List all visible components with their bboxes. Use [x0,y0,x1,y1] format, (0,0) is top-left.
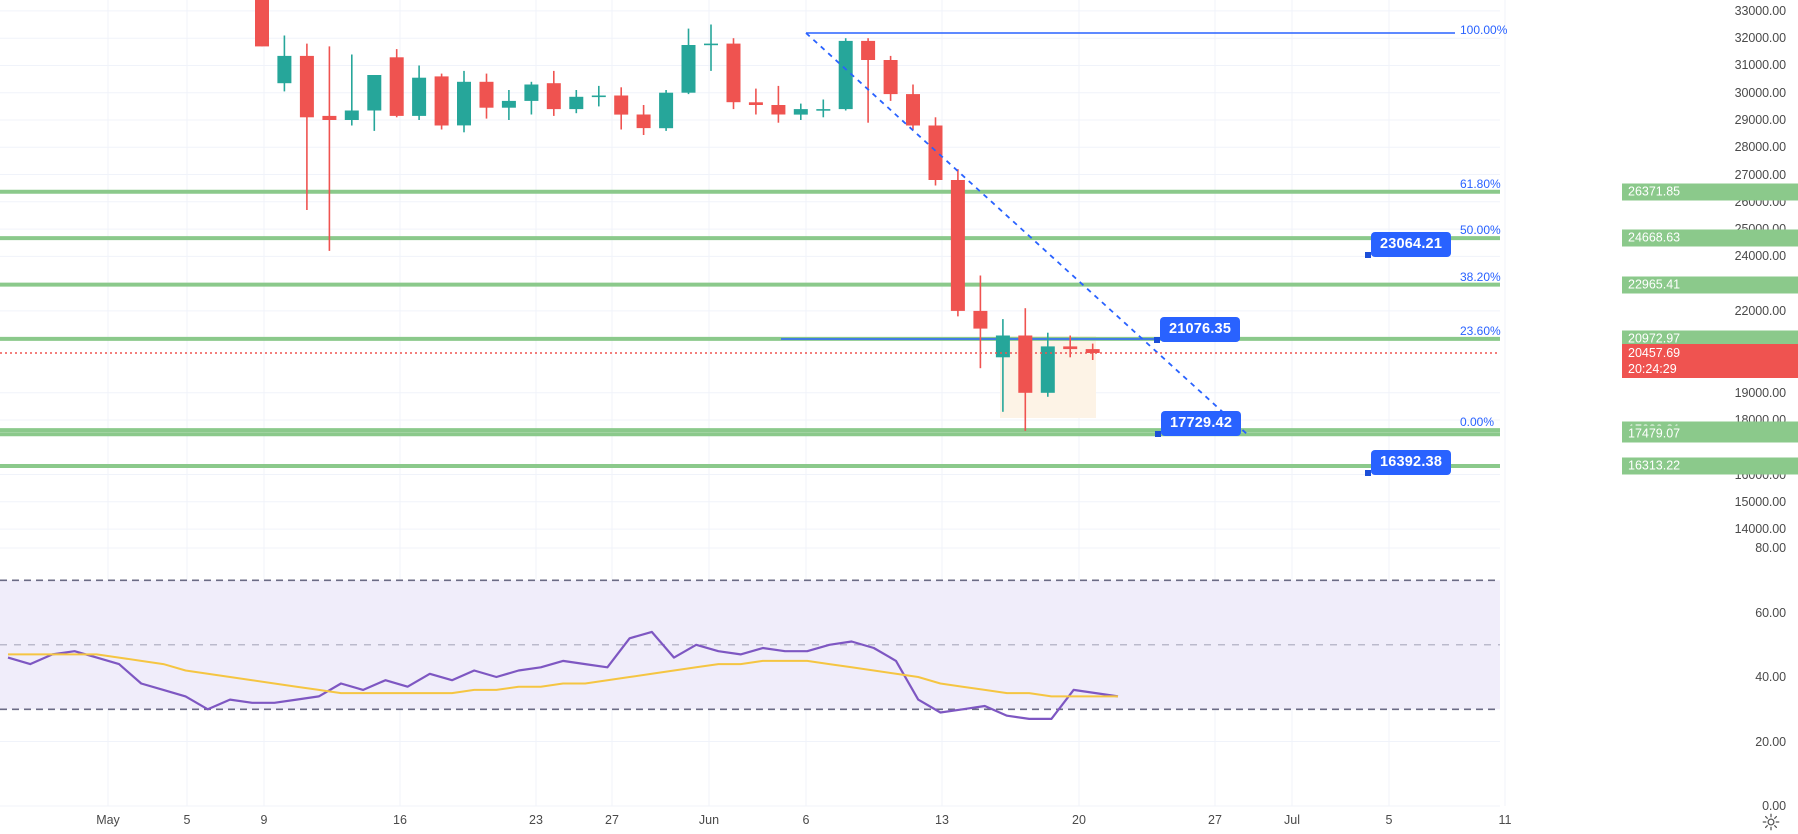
time-axis-tick: 27 [1208,813,1222,827]
time-axis-tick: 16 [393,813,407,827]
rsi-axis-tick: 60.00 [1755,605,1786,620]
price-axis-tick: 24000.00 [1734,249,1786,264]
fib-price-tag[interactable]: 20972.97 [1622,330,1798,348]
time-axis-tick: Jun [698,813,720,827]
price-tag-value: 24668.63 [1628,230,1681,245]
price-tag-value: 16313.22 [1628,458,1681,473]
fib-level-label: 0.00% [1460,415,1495,430]
fib-level-label: 100.00% [1460,23,1508,38]
time-axis-tick: Jul [1284,813,1300,827]
time-axis-tick: 11 [1498,813,1512,827]
rsi-axis-tick: 20.00 [1755,734,1786,749]
rsi-band-layer [0,579,1500,711]
fib-price-tag[interactable]: 24668.63 [1622,229,1798,247]
gear-icon[interactable] [1762,813,1780,831]
fib-price-tag[interactable]: 26371.85 [1622,183,1798,201]
support-levels [0,432,1500,468]
price-callout[interactable]: 21076.35 [1160,317,1241,342]
price-axis-tick: 28000.00 [1734,140,1786,155]
fibonacci-levels [0,32,1500,433]
price-tag-value: 20457.69 [1628,345,1681,360]
price-axis-tick: 14000.00 [1734,522,1786,537]
fib-price-tag[interactable]: 16313.22 [1622,457,1798,475]
price-axis-tick: 15000.00 [1734,494,1786,509]
time-axis-tick: 5 [1385,813,1393,827]
time-axis-tick: 13 [935,813,949,827]
time-axis-tick: 6 [802,813,810,827]
rsi-axis-tick: 0.00 [1762,799,1786,813]
price-axis-tick: 22000.00 [1734,303,1786,318]
price-axis-tick: 31000.00 [1734,58,1786,73]
price-tag-value: 26371.85 [1628,184,1681,199]
fib-level-label: 23.60% [1460,323,1501,338]
price-axis-tick: 30000.00 [1734,85,1786,100]
time-axis-tick: 20 [1072,813,1086,827]
fib-level-label: 61.80% [1460,176,1501,191]
price-axis-tick: 19000.00 [1734,385,1786,400]
price-tag-value: 17479.07 [1628,426,1681,441]
countdown-timer: 20:24:29 [1628,361,1677,376]
price-callout[interactable]: 17729.42 [1161,411,1242,436]
price-tag-value: 20972.97 [1628,331,1681,346]
rsi-axis-tick: 80.00 [1755,541,1786,555]
price-axis-tick: 33000.00 [1734,3,1786,18]
time-axis-tick: 23 [529,813,543,827]
fib-price-tag[interactable]: 17479.07 [1622,425,1798,443]
time-axis-tick: 27 [605,813,619,827]
candlestick-series [255,0,1100,431]
time-axis-tick: 5 [183,813,191,827]
price-tag-value: 22965.41 [1628,277,1681,292]
price-callout[interactable]: 23064.21 [1371,232,1452,257]
price-axis-tick: 27000.00 [1734,167,1786,182]
price-callout[interactable]: 16392.38 [1371,450,1452,475]
last-price-tag[interactable]: 20457.69 20:24:29 [1622,343,1798,378]
time-axis-tick: May [96,813,120,827]
time-axis[interactable]: May 5 9 16 23 27 Jun 6 13 20 27 Jul 5 11 [0,810,1798,834]
time-axis-tick: 9 [260,813,268,827]
price-axis-tick: 29000.00 [1734,113,1786,127]
fib-level-label: 38.20% [1460,269,1501,284]
rsi-axis-tick: 40.00 [1755,670,1786,684]
fib-level-label: 50.00% [1460,223,1501,238]
price-axis[interactable]: 33000.00 32000.00 31000.00 30000.00 29000.00… [1620,0,1798,813]
fib-price-tag[interactable]: 22965.41 [1622,276,1798,294]
rsi-series [7,630,1119,721]
price-axis-tick: 32000.00 [1734,31,1786,46]
